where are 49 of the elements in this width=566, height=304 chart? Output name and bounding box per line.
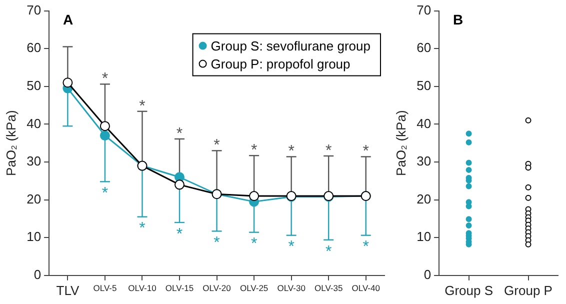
x-tick-label: OLV-35 bbox=[314, 282, 343, 293]
y-axis-title: PaO₂ (kPa) bbox=[3, 110, 18, 176]
annotation: * bbox=[214, 137, 220, 154]
annotation: * bbox=[139, 98, 146, 115]
annotation: * bbox=[325, 142, 332, 160]
y-tick-label: 60 bbox=[416, 40, 432, 56]
annotation: * bbox=[176, 125, 183, 142]
x-tick-label: OLV-20 bbox=[202, 282, 232, 293]
annotation: * bbox=[139, 220, 146, 238]
y-tick-label: 40 bbox=[26, 116, 42, 131]
y-tick-label: 60 bbox=[26, 40, 42, 56]
y-tick-label: 40 bbox=[416, 116, 432, 131]
annotation: * bbox=[288, 238, 294, 256]
chart-title: A bbox=[63, 12, 74, 28]
y-tick-label: 10 bbox=[416, 229, 432, 244]
annotation: * bbox=[362, 143, 369, 160]
y-tick-label: 50 bbox=[416, 78, 432, 93]
annotation: * bbox=[362, 238, 369, 256]
x-tick-label: OLV-5 bbox=[93, 282, 117, 293]
x-tick-label: OLV-10 bbox=[128, 282, 157, 293]
y-axis-title: PaO₂ (kPa) bbox=[393, 110, 408, 176]
y-tick-label: 30 bbox=[416, 154, 432, 169]
annotation: * bbox=[214, 234, 220, 252]
annotation: * bbox=[176, 226, 183, 243]
legend-label: Group P: propofol group bbox=[210, 56, 350, 72]
x-tick-label: OLV-40 bbox=[352, 282, 380, 293]
y-tick-label: 10 bbox=[26, 229, 42, 244]
legend-label: Group S: sevoflurane group bbox=[210, 38, 371, 54]
y-tick-label: 50 bbox=[26, 78, 42, 93]
y-tick-label: 70 bbox=[416, 2, 432, 18]
annotation: * bbox=[250, 142, 258, 159]
x-tick-label: TLV bbox=[56, 282, 80, 298]
y-tick-label: 0 bbox=[34, 266, 42, 282]
annotation: * bbox=[325, 243, 332, 260]
y-tick-label: 20 bbox=[416, 191, 432, 206]
annotation: * bbox=[250, 236, 258, 253]
x-tick-label: Group P bbox=[504, 282, 552, 298]
annotation: * bbox=[288, 143, 294, 160]
x-tick-label: OLV-15 bbox=[165, 282, 194, 293]
annotation: * bbox=[102, 70, 108, 88]
chart-title: B bbox=[453, 12, 464, 28]
y-tick-label: 0 bbox=[424, 266, 432, 282]
annotation: * bbox=[102, 185, 108, 202]
x-tick-label: Group S bbox=[444, 282, 494, 298]
x-tick-label: OLV-30 bbox=[277, 282, 306, 293]
y-tick-label: 70 bbox=[26, 2, 42, 18]
y-tick-label: 30 bbox=[26, 154, 42, 169]
y-tick-label: 20 bbox=[26, 191, 42, 206]
x-tick-label: OLV-25 bbox=[240, 282, 268, 293]
